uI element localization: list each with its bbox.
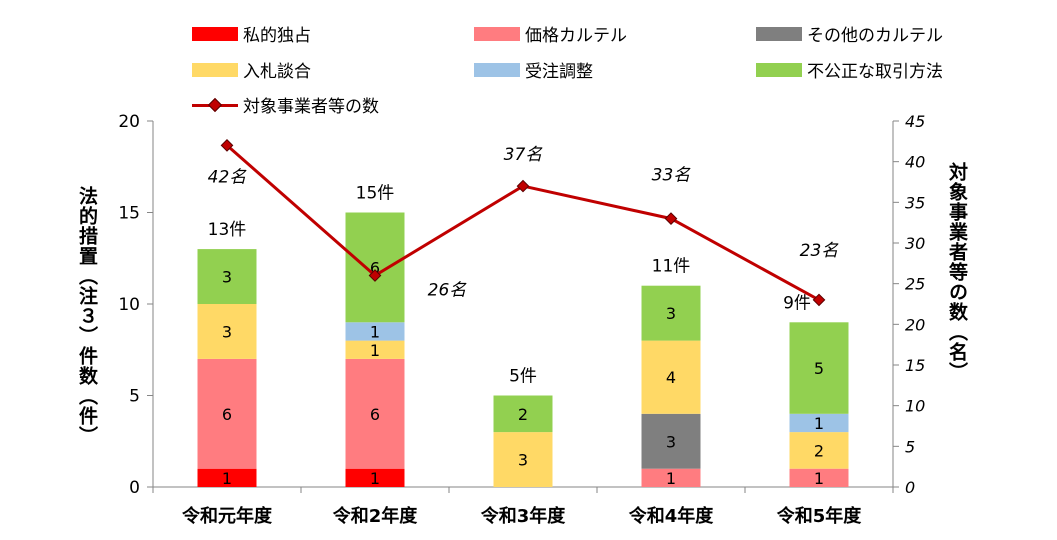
bar-seg-2-3 [493, 432, 553, 487]
bar-seg-0-0 [197, 468, 257, 487]
legend-label-5: 不公正な取引方法 [807, 62, 943, 82]
line-series-path [226, 144, 820, 302]
bar-seg-0-1 [197, 358, 257, 469]
bar-value-label-1-3: 1 [370, 341, 380, 360]
bar-seg-1-3 [345, 340, 405, 359]
y-left-tick-label-0: 0 [129, 478, 140, 498]
y-left-tick-label-1: 5 [129, 387, 140, 407]
bar-value-label-1-1: 6 [370, 405, 380, 424]
line-point-label-4: 23名 [800, 241, 840, 261]
legend-label-1: 価格カルテル [525, 26, 627, 46]
bar-value-label-1-0: 1 [370, 469, 380, 488]
y-left-tick-label-4: 20 [118, 112, 140, 132]
bar-value-label-0-3: 3 [222, 322, 232, 341]
bar-seg-4-3 [789, 432, 849, 469]
x-category-label-2: 令和3年度 [480, 505, 567, 527]
line-point-2 [516, 179, 530, 193]
legend-item-line: 対象事業者等の数 [192, 92, 379, 117]
legend-item-2: その他のカルテル [756, 21, 943, 46]
bar-value-label-1-4: 1 [370, 322, 380, 341]
y-right-tick-label-7: 35 [905, 193, 925, 212]
bar-value-label-4-1: 1 [814, 469, 824, 488]
bar-value-label-3-3: 4 [666, 368, 676, 387]
bar-value-label-0-5: 3 [222, 268, 232, 287]
legend-swatch-3 [192, 62, 238, 77]
bar-seg-4-5 [789, 322, 849, 414]
x-category-label-0: 令和元年度 [181, 505, 273, 527]
bar-seg-1-0 [345, 468, 405, 487]
x-category-label-1: 令和2年度 [332, 505, 419, 527]
bar-seg-0-5 [197, 249, 257, 304]
bar-value-label-3-2: 3 [666, 432, 676, 451]
bar-seg-1-4 [345, 322, 405, 341]
y-right-tick-label-6: 30 [905, 234, 925, 253]
y-right-tick-label-8: 40 [905, 153, 925, 172]
x-category-label-4: 令和5年度 [776, 505, 863, 527]
bar-seg-3-5 [641, 285, 701, 341]
bar-seg-4-1 [789, 468, 849, 487]
line-point-label-2: 37名 [504, 145, 544, 165]
bar-total-label-1: 15件 [356, 184, 395, 204]
bar-total-label-2: 5件 [509, 367, 537, 387]
legend-label-2: その他のカルテル [807, 26, 943, 46]
bar-seg-3-2 [641, 413, 701, 469]
legend-item-5: 不公正な取引方法 [756, 57, 943, 82]
legend-label-4: 受注調整 [525, 62, 593, 82]
legend-swatch-2 [756, 26, 802, 41]
bar-value-label-4-4: 1 [814, 414, 824, 433]
legend-line-swatch [192, 98, 238, 112]
y-axis-left-title: 法的措置（注３）件数（件） [76, 186, 98, 446]
bar-seg-2-5 [493, 395, 553, 433]
legend-swatch-0 [192, 26, 238, 41]
bar-value-label-3-1: 1 [666, 469, 676, 488]
y-right-tick-label-1: 5 [905, 437, 915, 456]
bar-seg-1-1 [345, 358, 405, 469]
legend-label-0: 私的独占 [243, 26, 311, 46]
bar-total-label-0: 13件 [208, 220, 247, 240]
y-right-tick-label-0: 0 [905, 478, 915, 497]
line-point-1 [368, 269, 382, 282]
legend-item-4: 受注調整 [474, 57, 593, 82]
x-category-label-3: 令和4年度 [628, 505, 715, 527]
y-right-tick-label-4: 20 [905, 315, 925, 334]
bar-total-label-3: 11件 [652, 257, 691, 277]
bar-seg-0-3 [197, 304, 257, 359]
bar-seg-4-4 [789, 413, 849, 433]
legend-label-3: 入札談合 [243, 62, 311, 82]
bar-value-label-4-3: 2 [814, 441, 824, 460]
bar-seg-3-3 [641, 340, 701, 414]
y-right-tick-label-2: 10 [905, 397, 925, 416]
y-right-tick-label-3: 15 [905, 356, 925, 375]
bar-value-label-1-5: 6 [370, 258, 380, 277]
line-point-0 [220, 139, 234, 152]
legend-swatch-1 [474, 26, 520, 41]
line-point-label-3: 33名 [652, 166, 692, 186]
y-left-tick-label-3: 15 [118, 204, 140, 224]
y-right-tick-label-5: 25 [905, 275, 925, 294]
y-left-tick-label-2: 10 [118, 295, 140, 315]
bar-value-label-2-5: 2 [518, 405, 528, 424]
legend-item-0: 私的独占 [192, 21, 311, 46]
line-point-4 [812, 293, 826, 307]
legend-label-line: 対象事業者等の数 [243, 97, 379, 117]
legend-swatch-4 [474, 62, 520, 77]
bar-value-label-2-3: 3 [518, 451, 528, 470]
bar-seg-3-1 [641, 468, 701, 487]
bar-value-label-0-0: 1 [222, 469, 232, 488]
legend-item-1: 価格カルテル [474, 21, 627, 46]
legend-swatch-5 [756, 62, 802, 77]
y-axis-right-title: 対象事業者等の数（名） [946, 162, 968, 382]
bar-value-label-3-5: 3 [666, 304, 676, 323]
bar-seg-1-5 [345, 212, 405, 323]
line-point-3 [664, 212, 678, 225]
line-point-label-0: 42名 [208, 167, 248, 187]
line-point-label-1: 26名 [428, 281, 468, 301]
legend-item-3: 入札談合 [192, 57, 311, 82]
bar-value-label-0-1: 6 [222, 405, 232, 424]
bar-total-label-4: 9件 [783, 293, 811, 313]
bar-value-label-4-5: 5 [814, 359, 824, 378]
y-right-tick-label-9: 45 [905, 112, 925, 131]
